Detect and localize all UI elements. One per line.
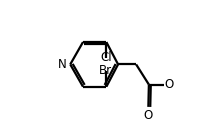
Text: N: N — [58, 58, 67, 71]
Text: Cl: Cl — [101, 51, 112, 64]
Text: Br: Br — [99, 64, 112, 77]
Text: O: O — [164, 78, 174, 91]
Text: O: O — [144, 109, 153, 122]
